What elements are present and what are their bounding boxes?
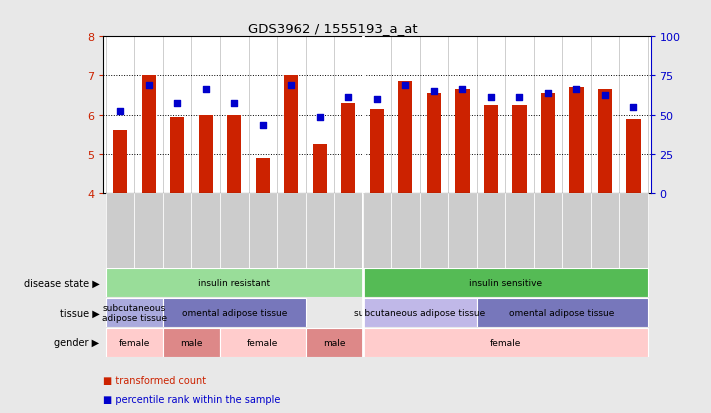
Point [143, 83, 154, 89]
Bar [370, 109, 384, 194]
Text: insulin resistant: insulin resistant [198, 278, 270, 287]
Bar [163, 298, 306, 327]
Bar [163, 328, 220, 357]
Bar [476, 194, 505, 268]
Bar [106, 328, 163, 357]
Bar [455, 90, 469, 194]
Point [542, 90, 554, 97]
Bar [562, 194, 591, 268]
Text: female: female [247, 338, 279, 347]
Bar [220, 328, 306, 357]
Bar [512, 106, 527, 194]
Text: disease state ▶: disease state ▶ [23, 278, 100, 288]
Point [171, 100, 183, 107]
Point [228, 100, 240, 107]
Point [485, 95, 496, 101]
Text: subcutaneous
adipose tissue: subcutaneous adipose tissue [102, 303, 167, 322]
Bar [476, 298, 648, 327]
Bar [313, 145, 327, 194]
Text: tissue ▶: tissue ▶ [60, 308, 100, 318]
Bar [191, 194, 220, 268]
Bar [419, 194, 448, 268]
Bar [427, 94, 441, 194]
Bar [284, 76, 299, 194]
Bar [363, 328, 648, 357]
Bar [220, 194, 249, 268]
Bar [448, 194, 476, 268]
Bar [363, 298, 476, 327]
Text: gender ▶: gender ▶ [55, 337, 100, 347]
Bar [341, 104, 356, 194]
Bar [106, 194, 134, 268]
Text: ■ percentile rank within the sample: ■ percentile rank within the sample [103, 394, 280, 404]
Bar [626, 119, 641, 194]
Bar [163, 194, 191, 268]
Text: male: male [181, 338, 203, 347]
Bar [598, 90, 612, 194]
Point [371, 97, 383, 103]
Bar [170, 117, 184, 194]
Bar [363, 268, 648, 297]
Bar [363, 194, 391, 268]
Bar [198, 115, 213, 194]
Bar [106, 298, 163, 327]
Bar [141, 76, 156, 194]
Bar [505, 194, 534, 268]
Point [628, 104, 639, 111]
Bar [306, 194, 334, 268]
Point [314, 114, 326, 121]
Bar [591, 194, 619, 268]
Point [599, 93, 611, 99]
Bar [134, 194, 163, 268]
Bar [256, 159, 270, 194]
Bar [534, 194, 562, 268]
Text: female: female [119, 338, 150, 347]
Bar [619, 194, 648, 268]
Bar [227, 115, 242, 194]
Point [343, 95, 354, 101]
Bar [334, 194, 363, 268]
Bar [483, 106, 498, 194]
Point [456, 87, 468, 93]
Bar [249, 194, 277, 268]
Point [571, 87, 582, 93]
Bar [391, 194, 419, 268]
Bar [306, 328, 363, 357]
Bar [113, 131, 127, 194]
Title: GDS3962 / 1555193_a_at: GDS3962 / 1555193_a_at [248, 21, 418, 35]
Bar [541, 94, 555, 194]
Point [428, 89, 439, 95]
Bar [362, 194, 363, 268]
Text: ■ transformed count: ■ transformed count [103, 375, 206, 385]
Text: omental adipose tissue: omental adipose tissue [510, 308, 615, 317]
Bar [277, 194, 306, 268]
Text: insulin sensitive: insulin sensitive [469, 278, 542, 287]
Point [200, 87, 211, 93]
Text: female: female [489, 338, 521, 347]
Bar [398, 82, 412, 194]
Text: omental adipose tissue: omental adipose tissue [181, 308, 287, 317]
Point [400, 83, 411, 89]
Bar [106, 268, 363, 297]
Point [114, 108, 126, 115]
Bar [570, 88, 584, 194]
Text: male: male [323, 338, 346, 347]
Point [514, 95, 525, 101]
Text: subcutaneous adipose tissue: subcutaneous adipose tissue [354, 308, 485, 317]
Point [257, 122, 269, 128]
Point [286, 83, 297, 89]
